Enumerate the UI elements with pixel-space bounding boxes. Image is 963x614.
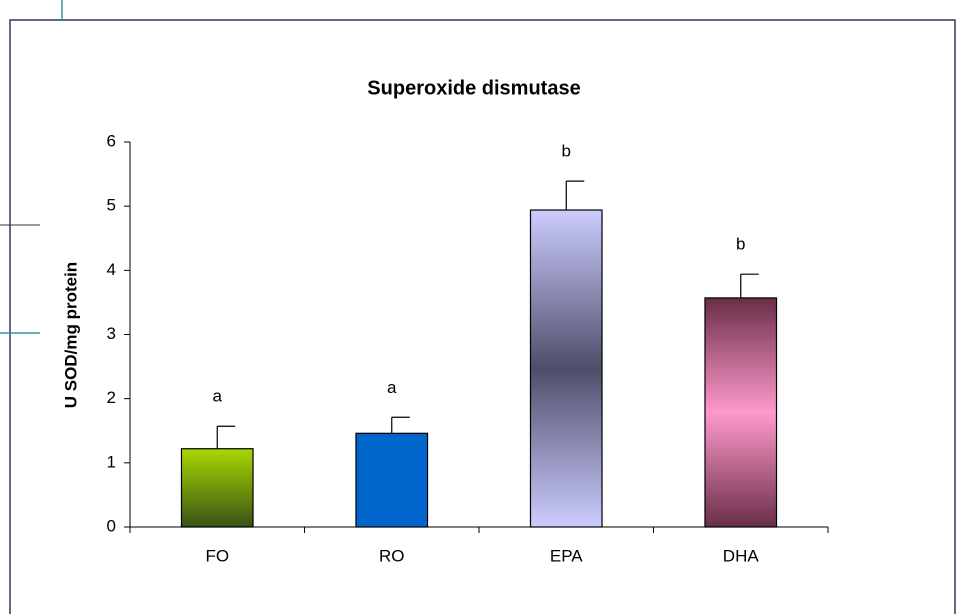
bar [180,448,254,528]
x-tick-label: RO [379,546,405,565]
error-bar [216,425,236,449]
annotation: a [213,387,223,406]
error-bar [740,273,759,298]
error-bar [391,416,410,434]
error-bar [565,180,585,211]
chart-title: Superoxide dismutase [367,77,580,99]
y-tick-label: 1 [107,452,116,471]
y-tick-label: 5 [107,196,116,215]
bar [704,297,778,528]
frame [9,19,956,614]
y-tick-label: 0 [107,516,116,535]
bar [355,432,429,528]
y-tick-label: 3 [107,324,116,343]
y-tick-label: 6 [107,131,116,150]
y-tick-label: 2 [107,388,116,407]
annotation: b [736,235,745,254]
y-axis-label: U SOD/mg protein [61,262,80,408]
x-tick-label: FO [205,546,229,565]
x-tick-label: DHA [723,546,760,565]
bar [529,209,603,528]
x-tick-label: EPA [550,546,583,565]
annotation: a [387,378,397,397]
y-tick-label: 4 [107,260,116,279]
annotation: b [562,142,571,161]
